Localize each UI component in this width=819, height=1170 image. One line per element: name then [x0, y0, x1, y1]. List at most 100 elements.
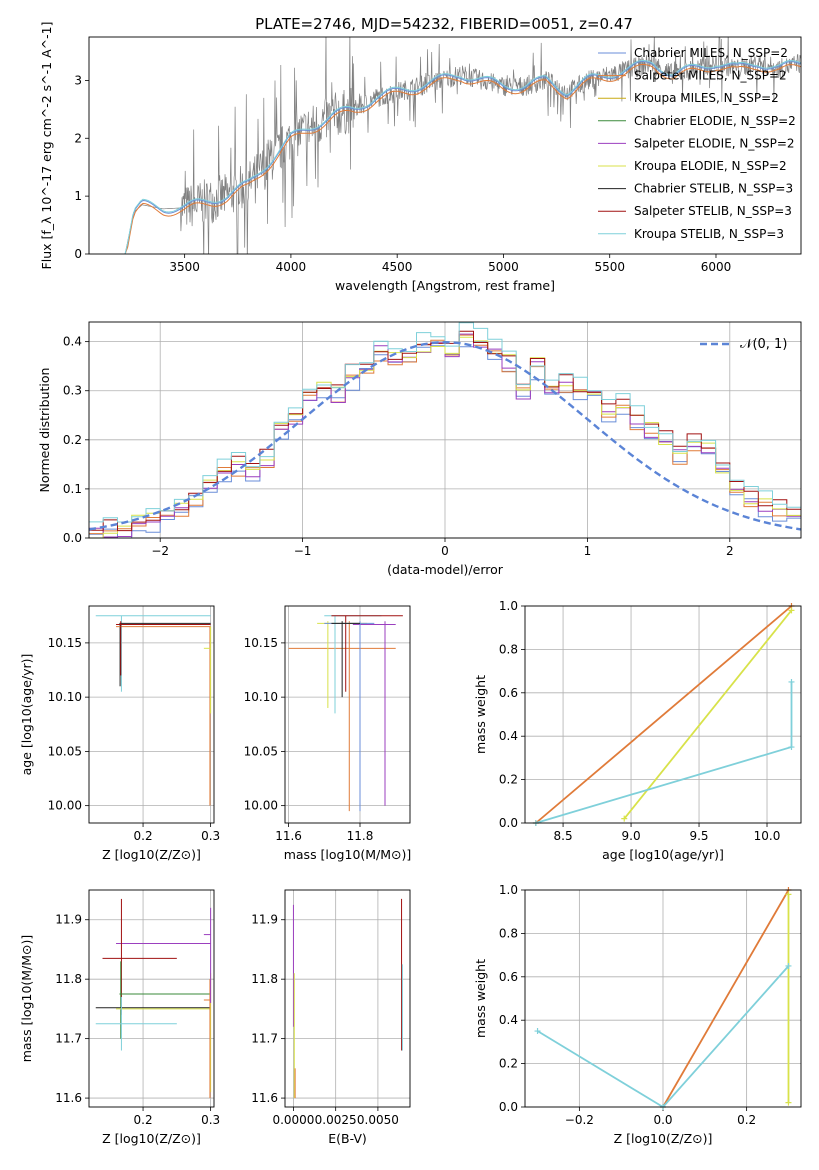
y-tick-label: 0.4 [499, 1013, 518, 1027]
y-tick-label: 0.0 [499, 816, 518, 830]
x-tick-label: 0.0025 [315, 1113, 357, 1127]
figure-title: PLATE=2746, MJD=54232, FIBERID=0051, z=0… [255, 15, 633, 33]
y-tick-label: 11.8 [55, 972, 82, 986]
x-axis-label: age [log10(age/yr)] [602, 847, 724, 862]
y-tick-label: 10.05 [244, 744, 278, 758]
y-tick-label: 0.6 [499, 686, 518, 700]
x-tick-label: 6000 [701, 260, 732, 274]
weight-line [535, 682, 793, 824]
legend-entry: 𝒩(0, 1) [740, 337, 787, 352]
y-tick-label: 0.1 [63, 482, 82, 496]
x-tick-label: 1 [584, 544, 592, 558]
legend-entry: Kroupa MILES, N_SSP=2 [634, 91, 779, 105]
legend-entry: Kroupa ELODIE, N_SSP=2 [634, 159, 787, 173]
axes-mass_vs_EBV: 0.0000 0.0025 0.0050 11.6 11.7 11.8 11.9 [251, 890, 410, 1127]
x-tick-label: 0.0050 [357, 1113, 399, 1127]
y-tick-label: 2 [74, 131, 82, 145]
x-axis-label: E(B-V) [328, 1131, 367, 1146]
x-tick-label: 0.2 [134, 829, 153, 843]
x-tick-label: 0.3 [201, 1113, 220, 1127]
x-tick-label: 9.5 [689, 829, 708, 843]
axes-frame [88, 321, 802, 539]
x-axis-label: (data-model)/error [387, 562, 504, 577]
y-tick-label: 0.0 [499, 1100, 518, 1114]
x-tick-label: 8.5 [554, 829, 573, 843]
legend-entry: Chabrier STELIB, N_SSP=3 [634, 182, 793, 196]
y-tick-label: 0.4 [499, 729, 518, 743]
model-line-kroupa-stelib [124, 59, 801, 254]
y-axis-label: mass weight [473, 959, 488, 1038]
y-tick-label: 10.10 [48, 690, 82, 704]
weight-marker [788, 744, 795, 751]
x-tick-label: 0 [441, 544, 449, 558]
axes-age_vs_Z: 0.2 0.3 10.00 10.05 10.10 10.15 [48, 606, 220, 843]
weight-marker [534, 1028, 541, 1035]
model-line-salpeter-miles [124, 63, 801, 254]
weight-marker [785, 962, 792, 969]
weight-line [535, 605, 793, 824]
y-tick-label: 10.10 [244, 690, 278, 704]
x-axis-label: Z [log10(Z/Z⊙)] [614, 1131, 713, 1146]
axes-frame [88, 889, 215, 1108]
y-tick-label: 0 [74, 247, 82, 261]
y-tick-label: 0.2 [499, 1057, 518, 1071]
x-tick-label: 0.0 [653, 1113, 672, 1127]
y-tick-label: 0.6 [499, 970, 518, 984]
y-tick-label: 10.00 [48, 799, 82, 813]
weight-line [623, 609, 793, 820]
gaussian-curve [88, 340, 802, 531]
y-tick-label: 0.8 [499, 642, 518, 656]
x-axis-label: wavelength [Angstrom, rest frame] [335, 278, 555, 293]
y-tick-label: 11.7 [55, 1032, 82, 1046]
y-tick-label: 0.4 [63, 335, 82, 349]
weight-line [662, 889, 790, 1108]
weight-marker [621, 815, 628, 822]
y-tick-label: 3 [74, 73, 82, 87]
y-tick-label: 11.6 [55, 1091, 82, 1105]
y-tick-label: 0.8 [499, 926, 518, 940]
x-tick-label: 4000 [276, 260, 307, 274]
y-axis-label: mass [log10(M/M⊙)] [19, 935, 34, 1063]
y-axis-label: age [log10(age/yr)] [19, 654, 34, 776]
legend-entry: Chabrier ELODIE, N_SSP=2 [634, 114, 796, 128]
x-tick-label: −2 [151, 544, 169, 558]
y-tick-label: 10.15 [48, 636, 82, 650]
axes-frame [284, 889, 411, 1108]
x-tick-label: 9.0 [622, 829, 641, 843]
data-spectrum-line [124, 37, 801, 254]
histogram-step [89, 336, 801, 539]
weight-marker [785, 1099, 792, 1106]
x-tick-label: 4500 [382, 260, 413, 274]
x-axis-label: Z [log10(Z/Z⊙)] [102, 1131, 201, 1146]
x-tick-label: 5500 [594, 260, 625, 274]
y-tick-label: 0.3 [63, 384, 82, 398]
y-tick-label: 0.0 [63, 531, 82, 545]
y-tick-label: 11.9 [251, 913, 278, 927]
y-tick-label: 11.9 [55, 913, 82, 927]
x-tick-label: 0.0000 [272, 1113, 314, 1127]
y-tick-label: 0.2 [499, 773, 518, 787]
x-tick-label: 0.3 [201, 829, 220, 843]
legend-entry: Salpeter STELIB, N_SSP=3 [634, 204, 792, 218]
x-tick-label: 0.2 [737, 1113, 756, 1127]
x-tick-label: 10.0 [754, 829, 781, 843]
x-tick-label: 3500 [169, 260, 200, 274]
y-tick-label: 1 [74, 189, 82, 203]
x-axis-label: Z [log10(Z/Z⊙)] [102, 847, 201, 862]
y-tick-label: 10.05 [48, 744, 82, 758]
model-line-chabrier-miles [124, 60, 801, 254]
x-axis-label: mass [log10(M/M⊙)] [284, 847, 412, 862]
weight-marker [788, 607, 795, 614]
x-tick-label: 11.8 [347, 829, 374, 843]
axes-residuals: −2 −1 0 1 2 0.0 0.1 0.2 0.3 0.4 [63, 322, 801, 558]
axes-age_vs_mass: 11.6 11.8 10.00 10.05 10.10 10.15 [244, 606, 410, 843]
y-tick-label: 1.0 [499, 883, 518, 897]
y-axis-label: mass weight [473, 675, 488, 754]
y-tick-label: 11.6 [251, 1091, 278, 1105]
legend-entry: Kroupa STELIB, N_SSP=3 [634, 227, 784, 241]
y-tick-label: 10.00 [244, 799, 278, 813]
legend-entry: Salpeter ELODIE, N_SSP=2 [634, 136, 795, 150]
legend-entry: Chabrier MILES, N_SSP=2 [634, 46, 788, 60]
y-axis-label: Flux [f_λ 10^-17 erg cm^-2 s^-1 A^-1] [39, 22, 54, 270]
